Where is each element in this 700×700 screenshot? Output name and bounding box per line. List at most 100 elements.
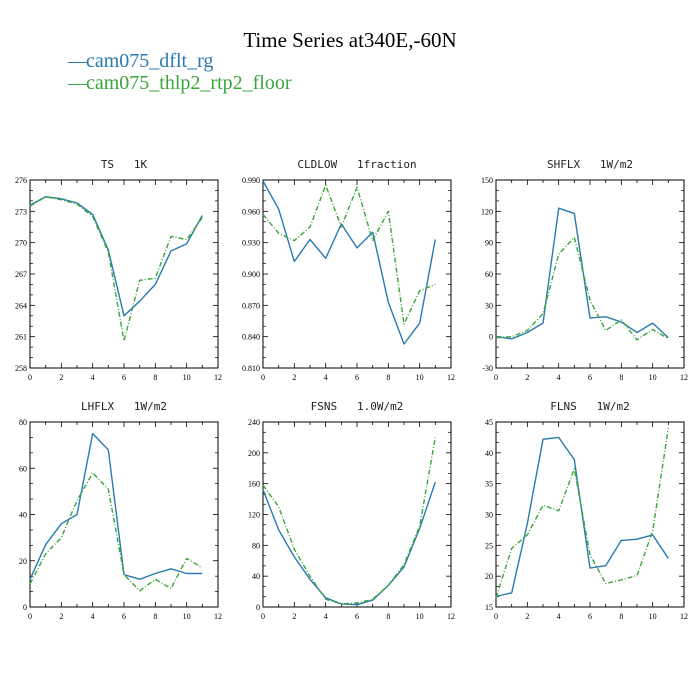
x-tick-label: 10 bbox=[649, 612, 657, 621]
x-tick-label: 6 bbox=[588, 612, 592, 621]
panel-1: TS 1K 0 2 4 6 8 10 12 258 261 264 267 270 273 276 bbox=[15, 158, 222, 382]
figure-title: Time Series at340E,-60N bbox=[243, 28, 457, 52]
panel-title: SHFLX 1W/m2 bbox=[547, 158, 633, 171]
x-tick-label: 0 bbox=[494, 612, 498, 621]
x-tick-label: 4 bbox=[557, 612, 561, 621]
legend-label: cam075_thlp2_rtp2_floor bbox=[86, 72, 292, 94]
x-tick-label: 2 bbox=[59, 373, 63, 382]
x-tick-label: 12 bbox=[680, 373, 688, 382]
panel-title: FSNS 1.0W/m2 bbox=[311, 400, 404, 413]
y-tick-label: 20 bbox=[19, 557, 27, 566]
series-line-dflt bbox=[495, 207, 669, 340]
plot-frame bbox=[29, 421, 219, 608]
y-tick-label: 261 bbox=[15, 333, 27, 342]
panel-title: CLDLOW 1fraction bbox=[297, 158, 416, 171]
y-tick-label: 40 bbox=[19, 511, 27, 520]
y-tick-label: 150 bbox=[481, 176, 493, 185]
legend-line-marker: — bbox=[68, 72, 88, 94]
plot-frame bbox=[262, 179, 452, 369]
x-tick-label: 6 bbox=[122, 373, 126, 382]
series-line-thlp2 bbox=[29, 195, 203, 342]
y-tick-label: 45 bbox=[485, 418, 493, 427]
y-tick-label: 90 bbox=[485, 239, 493, 248]
series-line-dflt bbox=[495, 436, 669, 598]
y-tick-label: 273 bbox=[15, 207, 27, 216]
y-tick-label: -30 bbox=[482, 364, 493, 373]
y-tick-label: 0.930 bbox=[242, 239, 260, 248]
series-line-dflt bbox=[262, 180, 436, 345]
y-tick-label: 267 bbox=[15, 270, 27, 279]
y-tick-label: 40 bbox=[485, 449, 493, 458]
plot-frame bbox=[262, 421, 452, 608]
y-tick-label: 25 bbox=[485, 541, 493, 550]
y-tick-label: 276 bbox=[15, 176, 27, 185]
x-tick-label: 2 bbox=[525, 373, 529, 382]
y-tick-label: 60 bbox=[19, 464, 27, 473]
x-tick-label: 4 bbox=[91, 612, 95, 621]
y-tick-label: 270 bbox=[15, 239, 27, 248]
y-tick-label: 120 bbox=[481, 207, 493, 216]
y-tick-label: 264 bbox=[15, 301, 27, 310]
y-tick-label: 200 bbox=[248, 449, 260, 458]
x-tick-label: 8 bbox=[386, 612, 390, 621]
y-tick-label: 40 bbox=[252, 572, 260, 581]
y-tick-label: 160 bbox=[248, 480, 260, 489]
y-tick-label: 0 bbox=[489, 333, 493, 342]
x-tick-label: 12 bbox=[214, 373, 222, 382]
series-line-thlp2 bbox=[29, 472, 203, 592]
legend-label: cam075_dflt_rg bbox=[86, 50, 214, 72]
x-tick-label: 10 bbox=[416, 612, 424, 621]
x-tick-label: 4 bbox=[324, 373, 328, 382]
x-tick-label: 8 bbox=[386, 373, 390, 382]
y-tick-label: 30 bbox=[485, 301, 493, 310]
x-tick-label: 10 bbox=[183, 373, 191, 382]
y-tick-label: 258 bbox=[15, 364, 27, 373]
x-tick-label: 8 bbox=[619, 373, 623, 382]
x-tick-label: 10 bbox=[649, 373, 657, 382]
x-tick-label: 6 bbox=[588, 373, 592, 382]
x-tick-label: 6 bbox=[355, 373, 359, 382]
series-line-thlp2 bbox=[262, 184, 436, 325]
x-tick-label: 2 bbox=[292, 373, 296, 382]
legend-entry-dflt: —cam075_dflt_rg bbox=[68, 50, 213, 73]
series-line-dflt bbox=[29, 195, 203, 317]
x-tick-label: 0 bbox=[261, 612, 265, 621]
panel-2: CLDLOW 1fraction 0 2 4 6 8 10 12 0.810 0.840 0.870… bbox=[242, 158, 455, 382]
x-tick-label: 0 bbox=[494, 373, 498, 382]
series-line-thlp2 bbox=[495, 236, 669, 341]
y-tick-label: 0.900 bbox=[242, 270, 260, 279]
plot-frame bbox=[495, 179, 685, 369]
y-tick-label: 0.870 bbox=[242, 301, 260, 310]
x-tick-label: 10 bbox=[416, 373, 424, 382]
y-tick-label: 60 bbox=[485, 270, 493, 279]
x-tick-label: 4 bbox=[324, 612, 328, 621]
x-tick-label: 12 bbox=[214, 612, 222, 621]
y-tick-label: 240 bbox=[248, 418, 260, 427]
y-tick-label: 80 bbox=[19, 418, 27, 427]
y-tick-label: 0.960 bbox=[242, 207, 260, 216]
y-tick-label: 0.840 bbox=[242, 333, 260, 342]
panel-title: LHFLX 1W/m2 bbox=[81, 400, 167, 413]
x-tick-label: 8 bbox=[153, 373, 157, 382]
legend-line-marker: — bbox=[68, 50, 88, 72]
y-tick-label: 30 bbox=[485, 511, 493, 520]
panel-6: FLNS 1W/m2 0 2 4 6 8 10 12 15 20 25 30 35 40 45 bbox=[485, 400, 688, 621]
x-tick-label: 0 bbox=[28, 373, 32, 382]
y-tick-label: 15 bbox=[485, 603, 493, 612]
panel-4: LHFLX 1W/m2 0 2 4 6 8 10 12 0 20 40 60 80 bbox=[19, 400, 222, 621]
x-tick-label: 8 bbox=[153, 612, 157, 621]
x-tick-label: 8 bbox=[619, 612, 623, 621]
x-tick-label: 2 bbox=[525, 612, 529, 621]
y-tick-label: 0 bbox=[23, 603, 27, 612]
x-tick-label: 12 bbox=[680, 612, 688, 621]
legend-entry-thlp2: —cam075_thlp2_rtp2_floor bbox=[68, 72, 292, 95]
panel-title: FLNS 1W/m2 bbox=[550, 400, 629, 413]
x-tick-label: 4 bbox=[557, 373, 561, 382]
x-tick-label: 0 bbox=[28, 612, 32, 621]
panel-title: TS 1K bbox=[101, 158, 148, 171]
y-tick-label: 20 bbox=[485, 572, 493, 581]
x-tick-label: 6 bbox=[355, 612, 359, 621]
y-tick-label: 120 bbox=[248, 511, 260, 520]
